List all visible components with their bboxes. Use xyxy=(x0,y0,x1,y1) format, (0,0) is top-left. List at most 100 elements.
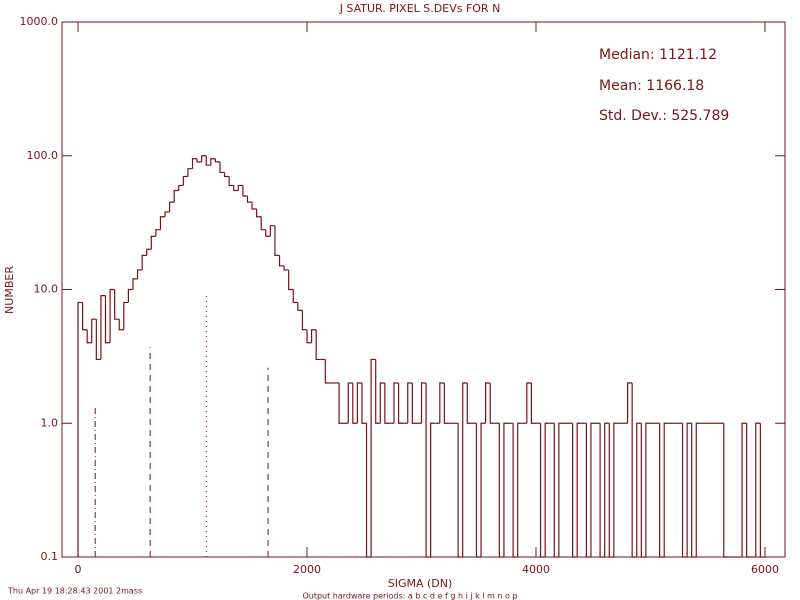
histogram-bin xyxy=(201,155,207,162)
histogram-bin xyxy=(265,229,271,237)
histogram-bin xyxy=(251,202,257,210)
histogram-bin xyxy=(310,329,317,343)
histogram-bin xyxy=(439,382,445,424)
histogram-bin xyxy=(352,382,358,424)
y-tick-label: 1.0 xyxy=(41,416,59,429)
histogram-bin xyxy=(95,319,101,361)
histogram-bin xyxy=(553,423,559,558)
histogram-bin xyxy=(613,422,619,557)
histogram-bin xyxy=(274,225,280,256)
histogram-bin xyxy=(746,423,752,558)
histogram-bin xyxy=(246,196,253,203)
histogram-bin xyxy=(485,382,491,424)
histogram-bin xyxy=(443,382,449,424)
histogram-bin xyxy=(283,265,289,271)
y-tick-label: 1000.0 xyxy=(20,15,59,28)
histogram-bin xyxy=(269,225,275,237)
histogram-bin xyxy=(599,423,605,558)
stat-text: Std. Dev.: 525.789 xyxy=(599,108,729,124)
histogram-bin xyxy=(109,288,115,343)
histogram-bin xyxy=(205,155,211,166)
histogram-bin xyxy=(237,184,243,191)
histogram-bin xyxy=(164,211,170,217)
histogram-bin xyxy=(91,318,97,343)
histogram-bin xyxy=(512,423,518,558)
histogram-bin xyxy=(375,359,381,424)
histogram-bin xyxy=(127,288,133,303)
histogram-bin xyxy=(393,382,399,424)
histogram-bin xyxy=(384,382,390,424)
histogram-bin xyxy=(489,382,495,424)
histogram-bin xyxy=(146,248,152,256)
histogram-bin xyxy=(526,382,532,424)
histogram-bin xyxy=(132,278,138,290)
histogram-bin xyxy=(631,382,637,558)
histogram-bin xyxy=(361,382,367,424)
histogram-bin xyxy=(608,423,614,558)
histogram-bin xyxy=(430,422,436,557)
histogram-bin xyxy=(324,359,330,384)
histogram-bin xyxy=(604,422,610,557)
footer: Output hardware periods: a b c d e f g h… xyxy=(302,592,517,600)
histogram-bin xyxy=(292,289,298,304)
histogram-bin xyxy=(645,422,651,557)
histogram-bin xyxy=(242,185,248,197)
histogram-bin xyxy=(182,175,188,186)
histogram-bin xyxy=(503,422,509,557)
x-tick-label: 6000 xyxy=(751,563,779,576)
histogram-bin xyxy=(136,269,143,279)
histogram-bin xyxy=(659,423,665,558)
histogram-bin xyxy=(462,382,468,557)
y-axis-label: NUMBER xyxy=(3,266,16,314)
x-tick-label: 2000 xyxy=(293,563,321,576)
histogram-bin xyxy=(572,423,578,558)
histogram-bin xyxy=(517,422,523,557)
histogram-bin xyxy=(397,382,404,424)
histogram-bin xyxy=(86,329,92,344)
histogram-bin xyxy=(297,302,303,311)
histogram-bin xyxy=(233,185,239,192)
histogram-bin xyxy=(695,422,701,557)
histogram-bin xyxy=(686,422,692,557)
y-tick-label: 100.0 xyxy=(27,149,59,162)
histogram-bin xyxy=(370,358,376,557)
histogram-bin xyxy=(558,422,564,557)
histogram-bin xyxy=(118,319,124,331)
x-tick-label: 4000 xyxy=(522,563,550,576)
histogram-bin xyxy=(755,422,761,557)
histogram-bin xyxy=(155,229,161,237)
histogram-bin xyxy=(315,329,321,361)
histogram-bin xyxy=(288,269,294,291)
histogram-bin xyxy=(457,423,463,558)
histogram-bin xyxy=(301,310,308,331)
histogram-bin xyxy=(82,302,88,331)
x-axis-label: SIGMA (DN) xyxy=(388,577,453,590)
histogram-bin xyxy=(590,422,596,557)
histogram-bin xyxy=(663,422,669,557)
histogram-bin xyxy=(723,423,729,558)
histogram-bin xyxy=(196,158,202,163)
histogram-bin xyxy=(191,158,198,169)
histogram-bin xyxy=(173,189,179,203)
histogram-bin xyxy=(214,158,220,163)
histogram-bin xyxy=(114,289,120,320)
histogram-bin xyxy=(178,184,184,191)
histogram-bin xyxy=(539,423,546,558)
histogram-bin xyxy=(379,382,385,424)
histogram-bin xyxy=(104,295,111,344)
histogram-bin xyxy=(681,423,688,558)
histogram-bin xyxy=(420,382,427,424)
x-tick-label: 0 xyxy=(75,563,82,576)
histogram-bin xyxy=(123,301,129,330)
histogram-bin xyxy=(219,161,225,174)
timestamp: Thu Apr 19 18:28:43 2001 2mass xyxy=(7,587,142,596)
histogram-bin xyxy=(636,422,642,557)
y-tick-label: 0.1 xyxy=(41,550,59,563)
y-tick-label: 10.0 xyxy=(34,283,59,296)
histogram-bin xyxy=(530,382,536,424)
stat-text: Median: 1121.12 xyxy=(599,47,717,63)
histogram-bin xyxy=(425,382,431,558)
